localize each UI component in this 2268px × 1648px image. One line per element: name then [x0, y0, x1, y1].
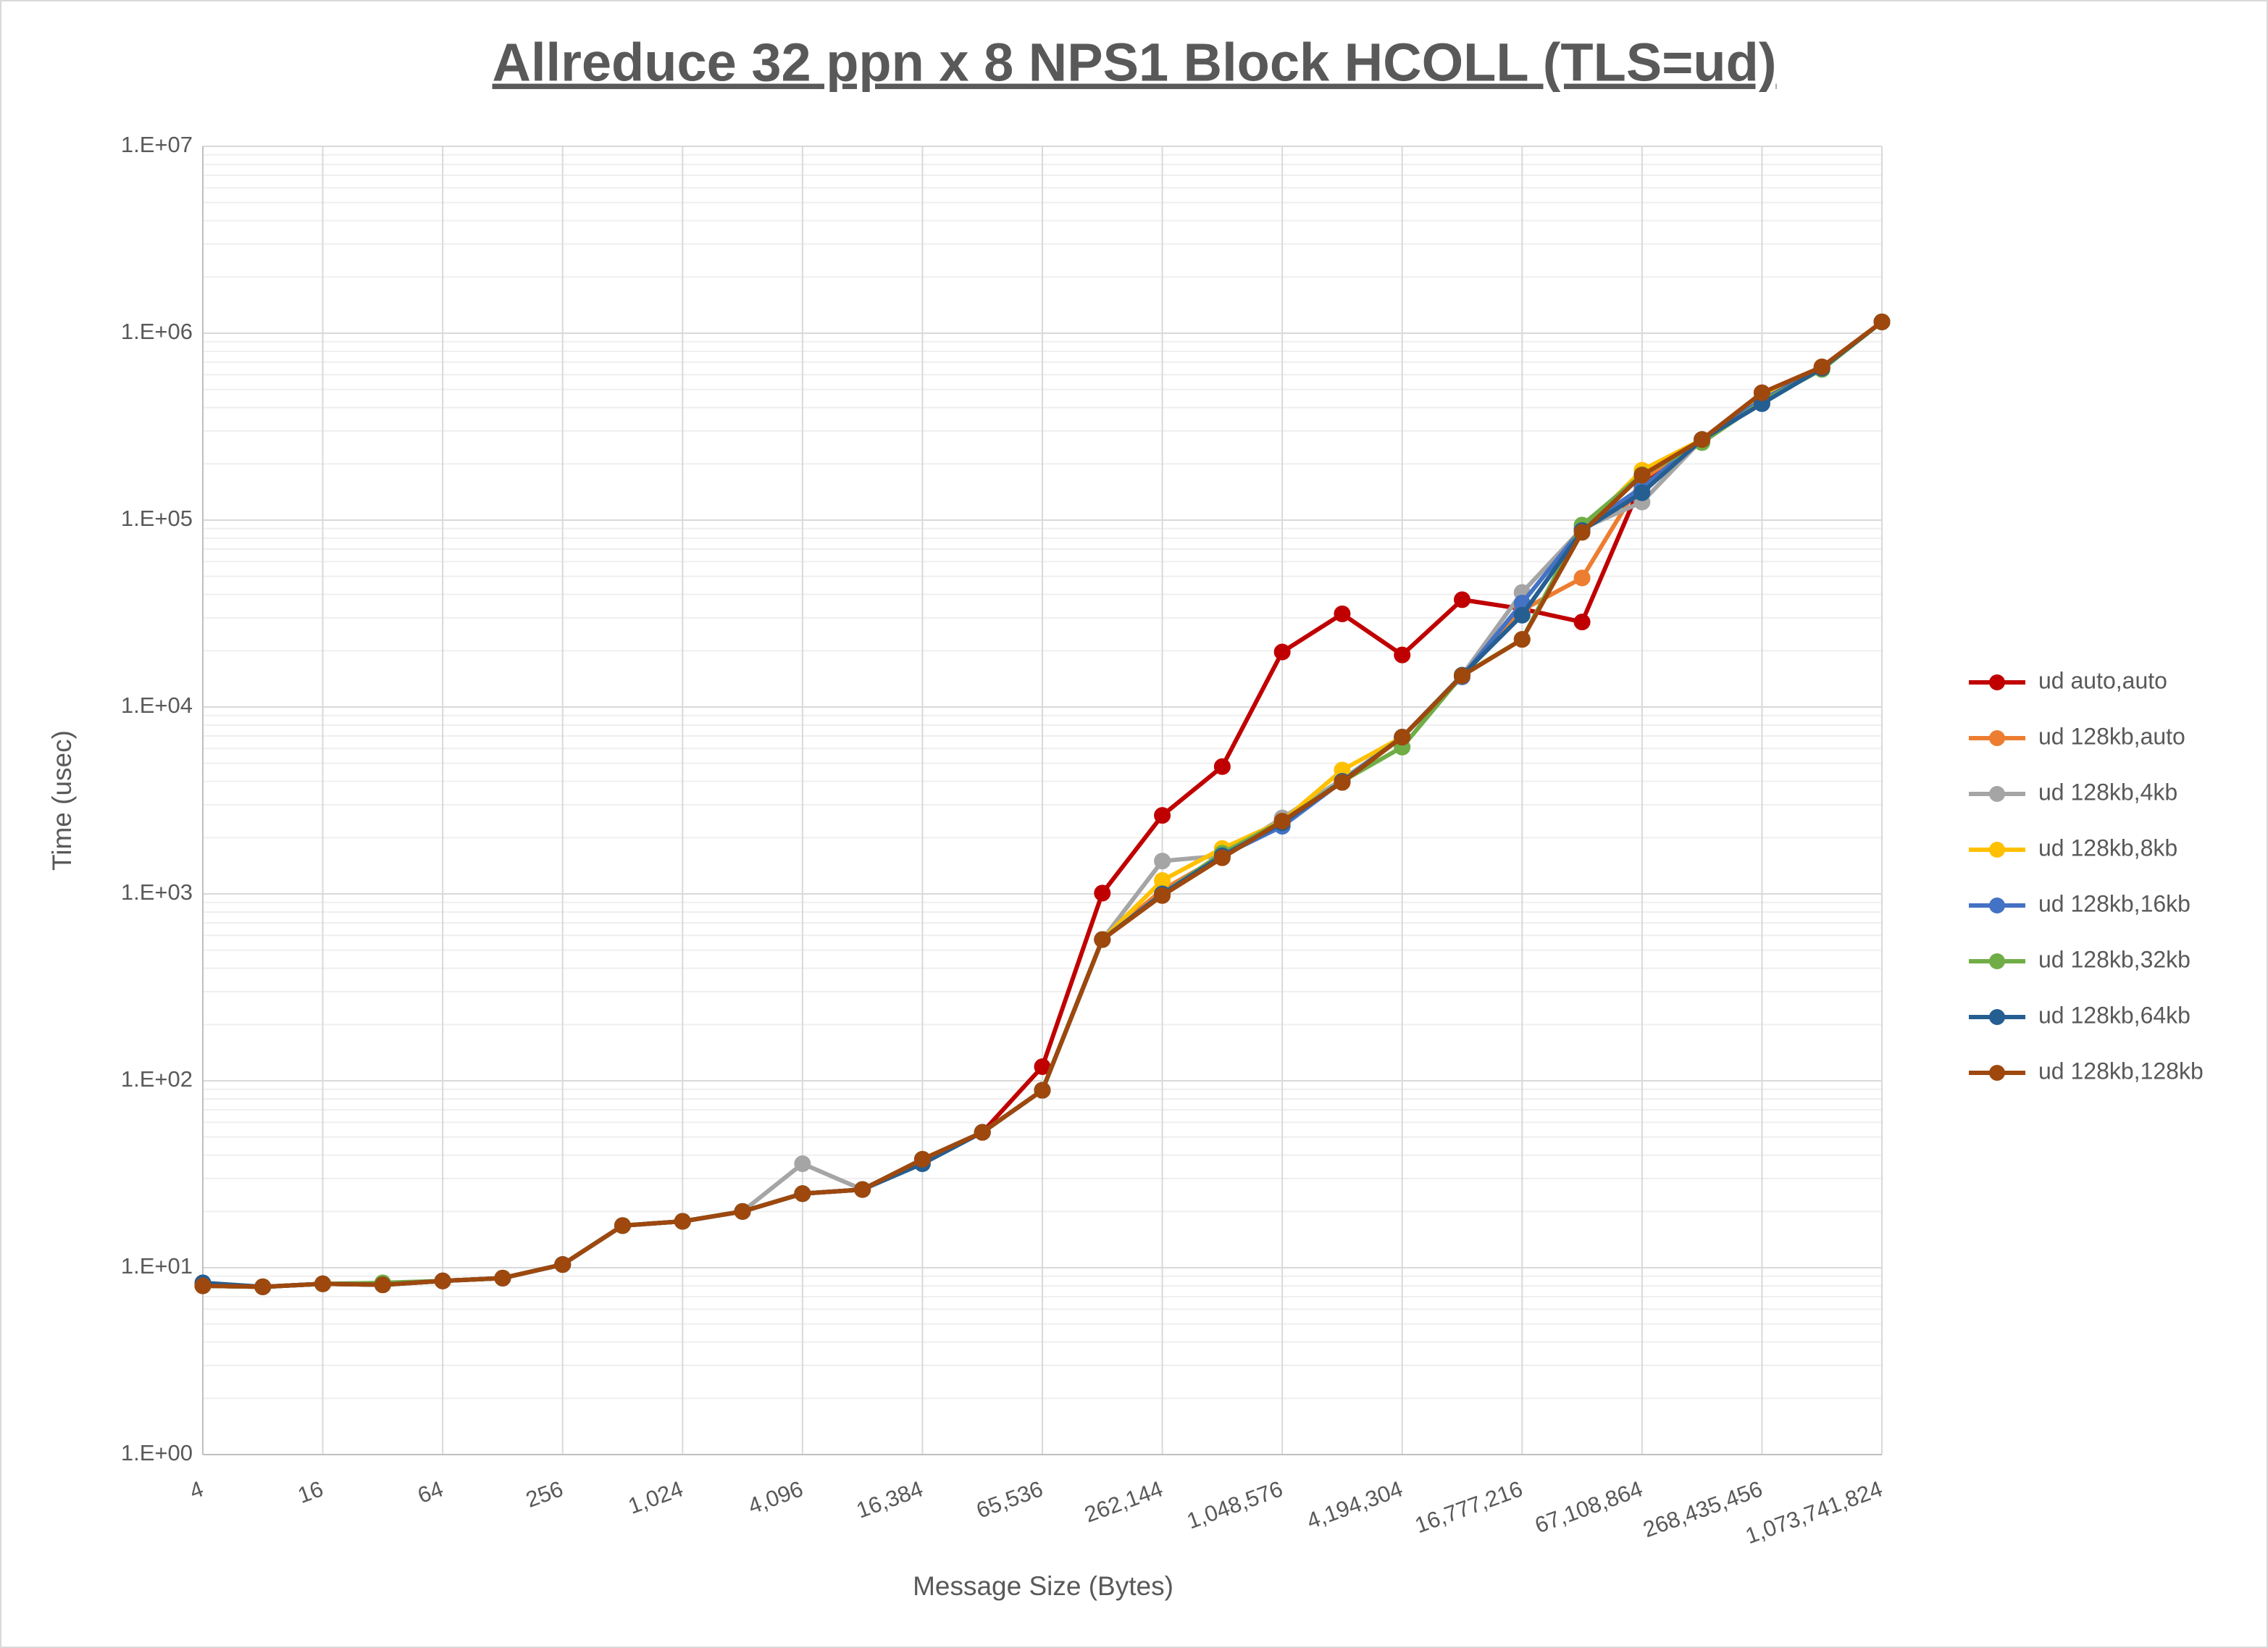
y-axis-title: Time (usec)	[47, 730, 77, 871]
y-tick-label: 1.E+02	[121, 1066, 193, 1092]
data-point	[374, 1276, 391, 1294]
data-point	[1154, 887, 1171, 904]
data-point	[1334, 774, 1351, 791]
legend-label: ud auto,auto	[2038, 667, 2167, 693]
data-point	[1273, 813, 1291, 830]
data-point	[1513, 631, 1531, 648]
data-point	[794, 1155, 811, 1172]
data-point	[1694, 431, 1711, 448]
data-point	[1273, 643, 1291, 661]
legend-label: ud 128kb,auto	[2038, 723, 2185, 749]
data-point	[1213, 758, 1231, 775]
data-point	[614, 1217, 631, 1234]
legend-label: ud 128kb,16kb	[2038, 890, 2190, 916]
data-point	[1394, 646, 1411, 664]
data-point	[1633, 484, 1651, 501]
data-point	[974, 1124, 991, 1141]
legend-marker	[1989, 786, 2005, 802]
data-point	[1633, 467, 1651, 484]
data-point	[1394, 729, 1411, 746]
x-axis-title: Message Size (Bytes)	[913, 1571, 1173, 1601]
legend-label: ud 128kb,4kb	[2038, 779, 2177, 805]
data-point	[1813, 359, 1830, 376]
data-point	[674, 1213, 691, 1230]
data-point	[1034, 1082, 1051, 1099]
legend-marker	[1989, 730, 2005, 746]
y-tick-label: 1.E+03	[121, 879, 193, 905]
data-point	[494, 1269, 511, 1287]
data-point	[554, 1256, 572, 1273]
y-tick-label: 1.E+05	[121, 506, 193, 531]
legend-marker	[1989, 1009, 2005, 1025]
data-point	[913, 1150, 931, 1168]
legend-marker	[1989, 1065, 2005, 1081]
y-tick-label: 1.E+01	[121, 1253, 193, 1279]
data-point	[1573, 524, 1591, 541]
data-point	[1094, 931, 1111, 948]
data-point	[434, 1272, 451, 1289]
data-point	[1213, 849, 1231, 866]
data-point	[794, 1185, 811, 1202]
data-point	[1513, 606, 1531, 624]
legend-marker	[1989, 953, 2005, 969]
data-point	[854, 1181, 871, 1198]
data-point	[1094, 884, 1111, 902]
chart-title: Allreduce 32 ppn x 8 NPS1 Block HCOLL (T…	[493, 33, 1777, 93]
y-tick-label: 1.E+06	[121, 319, 193, 344]
y-tick-label: 1.E+04	[121, 693, 193, 718]
data-point	[1454, 667, 1470, 685]
data-point	[734, 1202, 751, 1220]
data-point	[1154, 807, 1171, 824]
data-point	[1573, 614, 1591, 631]
data-point	[1154, 853, 1171, 870]
legend-marker	[1989, 898, 2005, 913]
legend-label: ud 128kb,32kb	[2038, 946, 2190, 972]
data-point	[314, 1275, 332, 1292]
legend-label: ud 128kb,64kb	[2038, 1002, 2190, 1028]
data-point	[1454, 591, 1470, 608]
data-point	[1334, 605, 1351, 622]
legend-label: ud 128kb,128kb	[2038, 1058, 2204, 1084]
data-point	[1573, 569, 1591, 587]
legend-label: ud 128kb,8kb	[2038, 835, 2177, 861]
data-point	[1753, 384, 1770, 401]
y-tick-label: 1.E+07	[121, 132, 193, 157]
legend-marker	[1989, 842, 2005, 858]
y-tick-label: 1.E+00	[121, 1440, 193, 1465]
data-point	[1873, 313, 1891, 330]
data-point	[254, 1278, 272, 1295]
data-point	[194, 1277, 212, 1294]
legend-marker	[1989, 674, 2005, 690]
